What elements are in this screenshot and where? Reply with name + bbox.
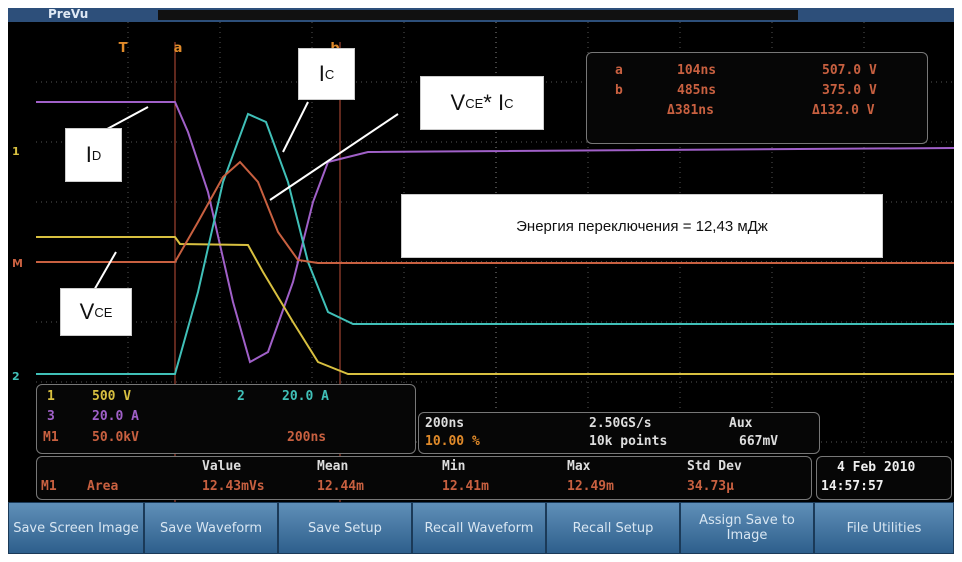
- channel-id: M1: [43, 430, 59, 445]
- measurement-column: Min: [442, 459, 465, 474]
- measurement-value: 34.73μ: [687, 479, 734, 494]
- record-bar: [158, 10, 798, 20]
- channel-id: 1: [47, 389, 55, 404]
- menu-button[interactable]: File Utilities: [814, 502, 954, 554]
- menu-button[interactable]: Recall Setup: [546, 502, 680, 554]
- menu-button[interactable]: Assign Save to Image: [680, 502, 814, 554]
- menu-button[interactable]: Recall Waveform: [412, 502, 546, 554]
- annotation-sub: C: [325, 67, 334, 82]
- cursor-label: a: [615, 63, 623, 78]
- measurement-panel: Value Mean Min Max Std Dev M1 Area 12.43…: [36, 456, 812, 500]
- channel-scale: 20.0 A: [92, 409, 139, 424]
- channel-marker: 2: [12, 370, 20, 383]
- datetime-panel: 4 Feb 2010 14:57:57: [816, 456, 952, 500]
- measurement-name: Area: [87, 479, 118, 494]
- measurement-column: Mean: [317, 459, 348, 474]
- energy-note: Энергия переключения = 12,43 мДж: [401, 194, 883, 258]
- time: 14:57:57: [821, 479, 884, 494]
- channel-timebase: 200ns: [287, 430, 326, 445]
- arrow: [270, 114, 398, 200]
- measurement-column: Max: [567, 459, 590, 474]
- arrow: [93, 252, 116, 292]
- scope-screen: PreVu: [8, 8, 954, 554]
- trigger-marker: T: [119, 41, 128, 56]
- channel-id: 3: [47, 409, 55, 424]
- cursor-delta-value: Δ132.0 V: [812, 103, 875, 118]
- measurement-column: Value: [202, 459, 241, 474]
- channel-scale: 50.0kV: [92, 430, 139, 445]
- annotation-sub: D: [92, 148, 101, 163]
- sample-rate: 2.50GS/s: [589, 416, 652, 431]
- cursor-a-marker: a: [174, 41, 183, 56]
- trigger-source: Aux: [729, 416, 752, 431]
- record-length: 10k points: [589, 434, 667, 449]
- annotation-sub: CE: [465, 96, 483, 111]
- page: PreVu: [0, 0, 962, 562]
- top-bar: PreVu: [8, 8, 954, 22]
- cursor-time: 485ns: [677, 83, 716, 98]
- timebase-panel: 200ns 2.50GS/s Aux 10.00 % 10k points 66…: [418, 412, 820, 454]
- cursor-readout: a 104ns 507.0 V b 485ns 375.0 V Δ381ns Δ…: [586, 52, 928, 144]
- cursor-value: 507.0 V: [822, 63, 877, 78]
- channel-marker: 1: [12, 145, 20, 158]
- channel-scale: 500 V: [92, 389, 131, 404]
- menu-button[interactable]: Save Waveform: [144, 502, 278, 554]
- cursor-value: 375.0 V: [822, 83, 877, 98]
- annotation-text: V: [80, 299, 95, 325]
- cursor-time: 104ns: [677, 63, 716, 78]
- cursor-delta-time: Δ381ns: [667, 103, 714, 118]
- measurement-value: 12.43mVs: [202, 479, 265, 494]
- annotation-text: * I: [483, 90, 504, 116]
- trigger-level: 667mV: [739, 434, 778, 449]
- channel-marker: M: [12, 257, 23, 270]
- channel-id: 2: [237, 389, 245, 404]
- measurement-value: 12.44m: [317, 479, 364, 494]
- trigger-position: 10.00 %: [425, 434, 480, 449]
- arrow: [283, 102, 308, 152]
- menu-button[interactable]: Save Screen Image: [8, 502, 144, 554]
- annotation-sub: C: [504, 96, 513, 111]
- measurement-column: Std Dev: [687, 459, 742, 474]
- measurement-value: 12.49m: [567, 479, 614, 494]
- annotation-text: V: [451, 90, 466, 116]
- cursor-label: b: [615, 83, 623, 98]
- menu-button[interactable]: Save Setup: [278, 502, 412, 554]
- measurement-source: M1: [41, 479, 57, 494]
- measurement-value: 12.41m: [442, 479, 489, 494]
- mode-label: PreVu: [48, 8, 88, 21]
- channel-panel: 1 500 V 2 20.0 A 3 20.0 A M1 50.0kV 200n…: [36, 384, 416, 454]
- horizontal-scale: 200ns: [425, 416, 464, 431]
- date: 4 Feb 2010: [837, 460, 915, 475]
- annotation-sub: CE: [94, 305, 112, 320]
- channel-scale: 20.0 A: [282, 389, 329, 404]
